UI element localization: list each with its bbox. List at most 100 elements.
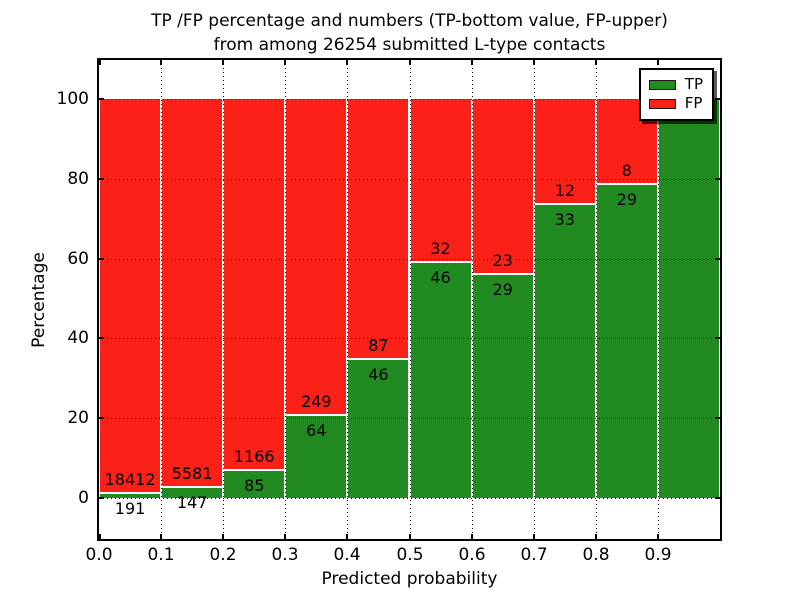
bar-segment-tp	[100, 493, 161, 498]
fp-count-label: 87	[368, 336, 389, 355]
fp-count-label: 23	[492, 251, 513, 271]
chart-title-line2: from among 26254 submitted L-type contac…	[213, 35, 606, 55]
plot-area: TP FP 18412 191 5581 147 1166 85 249 64 87 46 32 46…	[97, 58, 722, 541]
v-gridline	[285, 60, 286, 539]
y-tick-mark	[99, 98, 104, 100]
bar-segment-tp	[162, 487, 223, 498]
x-tick-label: 0.8	[582, 545, 610, 565]
y-tick-label: 80	[67, 169, 89, 189]
h-gridline	[99, 338, 720, 339]
legend-swatch-tp	[648, 79, 676, 90]
bar-segment-tp	[410, 262, 471, 498]
y-tick-mark	[715, 497, 720, 499]
x-tick-mark	[222, 534, 224, 539]
v-gridline	[596, 60, 597, 539]
fp-count-label: 5581	[171, 463, 213, 483]
h-gridline	[99, 99, 720, 100]
y-tick-mark	[715, 417, 720, 419]
x-tick-mark	[222, 60, 224, 65]
y-tick-mark	[99, 258, 104, 260]
x-tick-label: 0.1	[147, 545, 175, 565]
v-gridline	[347, 60, 348, 539]
bar-segment-fp	[472, 99, 533, 274]
x-tick-mark	[657, 534, 659, 539]
bar-segment-tp	[224, 470, 285, 498]
bar-segment-tp	[534, 205, 595, 498]
x-tick-label: 0.7	[520, 545, 548, 565]
v-gridline	[161, 60, 162, 539]
y-tick-mark	[99, 417, 104, 419]
y-tick-mark	[715, 258, 720, 260]
x-tick-mark	[99, 60, 101, 65]
bar-segment-fp	[286, 99, 347, 415]
x-tick-mark	[595, 534, 597, 539]
y-tick-mark	[715, 98, 720, 100]
x-tick-label: 0.6	[458, 545, 486, 565]
bar-segment-tp	[286, 416, 347, 498]
legend-swatch-fp	[648, 98, 676, 109]
x-tick-mark	[160, 534, 162, 539]
legend: TP FP	[638, 68, 714, 121]
tp-count-label: 46	[430, 267, 451, 287]
y-tick-label: 20	[67, 408, 89, 428]
x-tick-label: 0.0	[85, 545, 113, 565]
v-gridline	[658, 60, 659, 539]
bar-segment-tp	[472, 275, 533, 498]
y-tick-mark	[99, 497, 104, 499]
bar-segment-fp	[162, 99, 223, 486]
fp-count-label: 32	[430, 238, 451, 258]
bar-segment-fp	[224, 99, 285, 469]
x-tick-mark	[533, 60, 535, 65]
h-gridline	[99, 259, 720, 260]
x-tick-label: 0.9	[644, 545, 672, 565]
x-tick-mark	[284, 60, 286, 65]
tp-count-label: 85	[244, 475, 265, 495]
bar-segment-tp	[658, 99, 719, 498]
y-tick-mark	[715, 178, 720, 180]
fp-count-label: 18412	[104, 469, 156, 489]
v-gridline	[410, 60, 411, 539]
bar-segment-fp	[348, 99, 409, 358]
v-gridline	[472, 60, 473, 539]
y-tick-mark	[99, 337, 104, 339]
x-tick-mark	[409, 534, 411, 539]
chart-title-line1: TP /FP percentage and numbers (TP-bottom…	[151, 11, 668, 31]
tp-count-label: 191	[114, 498, 146, 518]
x-tick-mark	[471, 534, 473, 539]
fp-count-label: 12	[554, 181, 575, 201]
x-tick-mark	[346, 534, 348, 539]
x-tick-mark	[160, 60, 162, 65]
legend-label-fp: FP	[684, 94, 703, 112]
tp-count-label: 46	[368, 365, 389, 384]
y-tick-label: 100	[56, 89, 89, 109]
bar-segment-tp	[596, 185, 657, 498]
x-tick-mark	[595, 60, 597, 65]
x-tick-mark	[657, 60, 659, 65]
bar-segment-tp	[348, 360, 409, 498]
h-gridline	[99, 179, 720, 180]
y-tick-label: 60	[67, 249, 89, 269]
y-tick-label: 40	[67, 328, 89, 348]
x-tick-mark	[409, 60, 411, 65]
x-tick-mark	[346, 60, 348, 65]
y-tick-mark	[715, 337, 720, 339]
tp-count-label: 29	[492, 280, 513, 300]
tp-count-label: 29	[616, 190, 638, 210]
y-tick-mark	[99, 178, 104, 180]
x-tick-mark	[533, 534, 535, 539]
tp-count-label: 64	[306, 421, 327, 441]
fp-count-label: 1166	[233, 446, 275, 466]
chart-title: TP /FP percentage and numbers (TP-bottom…	[99, 9, 720, 57]
x-tick-label: 0.3	[271, 545, 299, 565]
x-tick-mark	[284, 534, 286, 539]
h-gridline	[99, 418, 720, 419]
fp-count-label: 249	[301, 392, 332, 412]
x-tick-label: 0.4	[333, 545, 361, 565]
legend-label-tp: TP	[684, 75, 703, 93]
v-gridline	[534, 60, 535, 539]
bar-segment-fp	[100, 99, 161, 492]
v-gridline	[223, 60, 224, 539]
bar-segment-fp	[534, 99, 595, 204]
tp-count-label: 33	[554, 210, 575, 230]
